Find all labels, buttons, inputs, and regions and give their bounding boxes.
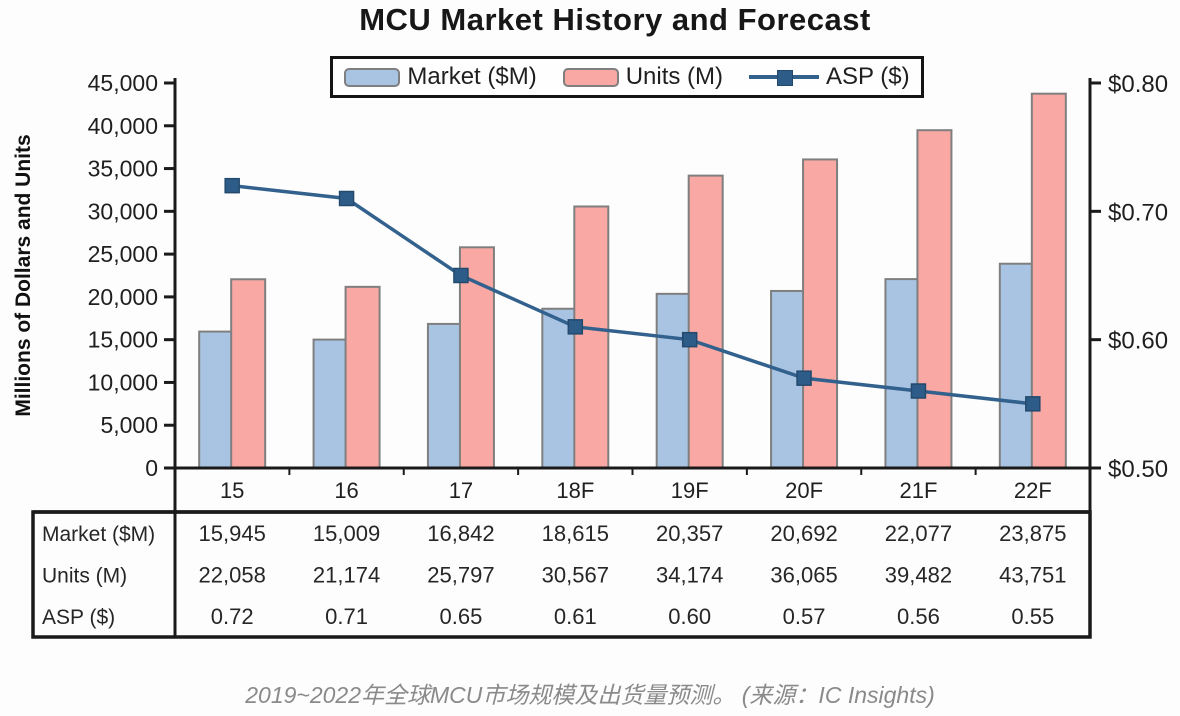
- right-axis-tick-label: $0.60: [1108, 328, 1168, 355]
- x-category-label: 20F: [785, 478, 823, 503]
- asp-marker: [567, 319, 584, 335]
- table-cell: 43,751: [999, 563, 1066, 588]
- units-bar: [687, 174, 724, 470]
- left-axis-tick-label: 45,000: [88, 70, 158, 96]
- units-bar: [344, 285, 381, 469]
- table-cell: 0.71: [325, 604, 368, 629]
- table-cell: 22,058: [199, 563, 266, 588]
- market-bar: [198, 330, 234, 469]
- table-cell: 20,692: [770, 521, 837, 546]
- x-category-label: 22F: [1014, 478, 1052, 503]
- legend-label-units: Units (M): [625, 63, 724, 90]
- legend-item-asp: ASP ($): [749, 63, 910, 91]
- asp-marker: [224, 177, 240, 194]
- market-bar: [655, 292, 691, 470]
- market-bar: [884, 278, 920, 469]
- chart-legend: Market ($M) Units (M) ASP ($): [330, 56, 924, 98]
- units-bar: [573, 205, 610, 469]
- table-cell: 30,567: [542, 563, 609, 588]
- legend-item-units: Units (M): [562, 63, 724, 91]
- chart-title: MCU Market History and Forecast: [359, 2, 871, 37]
- x-category-label: 16: [334, 478, 358, 503]
- table-cell: 23,875: [999, 521, 1066, 546]
- table-cell: 25,797: [427, 563, 494, 588]
- table-cell: 0.57: [783, 604, 826, 629]
- table-cell: 18,615: [542, 521, 609, 546]
- right-axis-tick-label: $0.70: [1108, 199, 1168, 226]
- x-category-label: 21F: [899, 478, 937, 503]
- units-bar: [230, 278, 267, 469]
- right-axis-tick-label: $0.50: [1108, 456, 1168, 483]
- right-axis-tick-label: $0.80: [1108, 71, 1168, 98]
- table-cell: 0.55: [1011, 604, 1054, 629]
- asp-marker: [796, 370, 812, 386]
- table-cell: 36,065: [770, 563, 837, 588]
- table-cell: 20,357: [656, 521, 723, 546]
- x-category-label: 19F: [671, 478, 709, 503]
- units-bar: [1030, 92, 1067, 470]
- left-axis-tick-label: 0: [145, 455, 158, 481]
- table-cell: 15,945: [199, 521, 266, 546]
- asp-marker: [910, 383, 927, 399]
- left-axis-tick-label: 30,000: [88, 198, 158, 224]
- table-cell: 34,174: [656, 563, 723, 588]
- table-cell: 0.56: [897, 604, 940, 629]
- legend-label-market: Market ($M): [407, 63, 537, 90]
- table-cell: 39,482: [885, 563, 952, 588]
- asp-marker: [453, 267, 469, 284]
- asp-line-swatch-icon: [749, 67, 820, 87]
- left-axis-tick-label: 20,000: [88, 284, 158, 310]
- table-row-label: ASP ($): [42, 606, 115, 629]
- table-cell: 0.60: [668, 604, 711, 629]
- x-category-label: 17: [449, 478, 473, 503]
- left-axis-tick-label: 25,000: [88, 241, 158, 267]
- left-axis-tick-label: 40,000: [88, 113, 158, 139]
- asp-marker: [681, 331, 698, 348]
- asp-line: [231, 183, 1034, 406]
- market-swatch-icon: [344, 67, 401, 87]
- table-cell: 15,009: [313, 521, 380, 546]
- market-bar: [426, 322, 462, 469]
- table-cell: 0.61: [554, 604, 597, 629]
- asp-marker: [1025, 396, 1041, 412]
- units-swatch-icon: [562, 67, 619, 87]
- left-axis-tick-label: 5,000: [100, 412, 158, 438]
- table-cell: 21,174: [313, 563, 380, 588]
- y-axis-title: Millions of Dollars and Units: [12, 134, 35, 416]
- market-bar: [312, 338, 348, 469]
- table-cell: 16,842: [427, 521, 494, 546]
- table-row-label: Market ($M): [42, 523, 155, 546]
- table-row-label: Units (M): [42, 565, 127, 588]
- legend-item-market: Market ($M): [344, 63, 537, 91]
- left-axis-tick-label: 15,000: [88, 327, 158, 353]
- table-cell: 0.65: [440, 604, 483, 629]
- combo-chart-canvas: 0 5,000 10,000 15,000 20,000 25,000 30,000 35,0…: [12, 70, 1168, 639]
- x-category-label: 18F: [556, 478, 594, 503]
- units-bar: [802, 158, 839, 470]
- table-cell: 0.72: [211, 604, 254, 629]
- market-bar: [541, 307, 577, 470]
- left-axis-tick-label: 10,000: [88, 369, 158, 395]
- asp-line-marker: [777, 70, 794, 86]
- asp-marker: [338, 190, 355, 207]
- table-cell: 22,077: [885, 521, 952, 546]
- market-bar: [998, 262, 1034, 469]
- x-category-label: 15: [220, 478, 244, 503]
- units-bar: [916, 129, 953, 469]
- caption-text: 2019~2022年全球MCU市场规模及出货量预测。 (来源：IC Insigh…: [245, 682, 935, 708]
- legend-label-asp: ASP ($): [826, 63, 910, 90]
- left-axis-tick-label: 35,000: [88, 156, 158, 182]
